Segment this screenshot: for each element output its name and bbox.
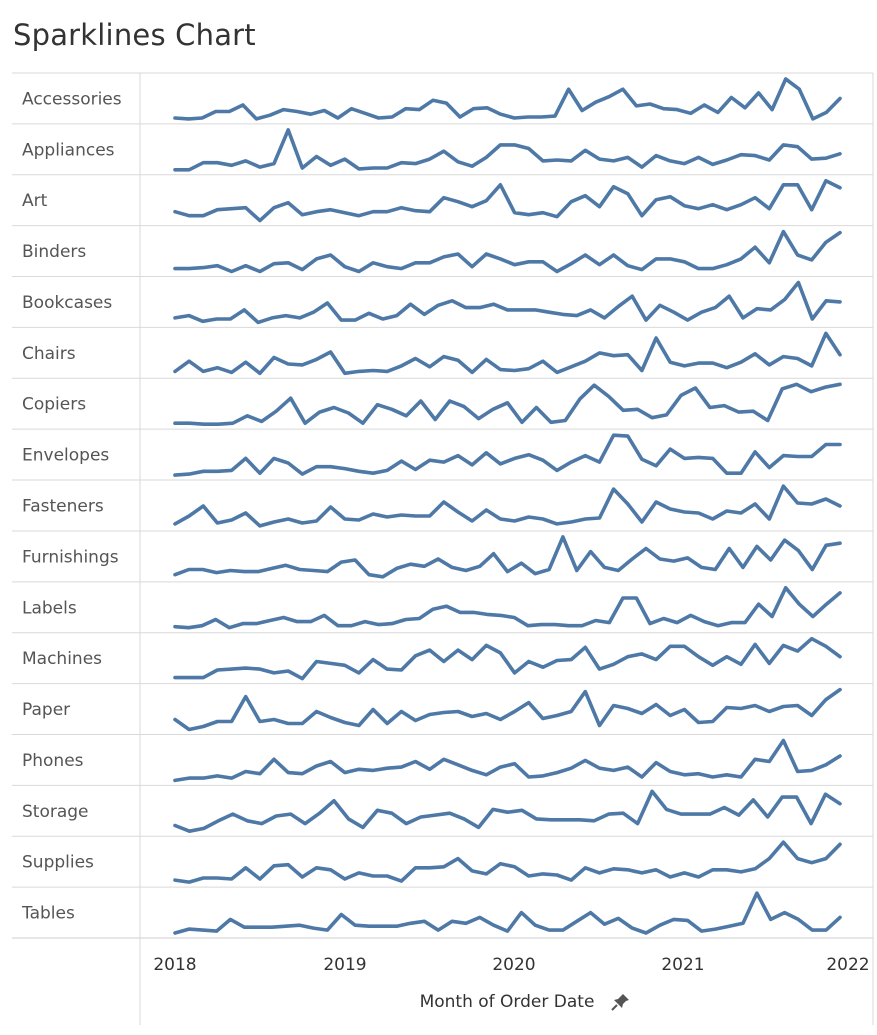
sparkline-envelopes[interactable]: [173, 433, 842, 477]
sparkline-accessories[interactable]: [173, 77, 842, 121]
pin-icon[interactable]: [611, 994, 629, 1011]
row-label: Bookcases: [22, 293, 112, 313]
row-dividers: [12, 72, 873, 888]
sparkline-tables[interactable]: [173, 891, 842, 935]
sparkline-machines[interactable]: [173, 636, 842, 681]
row-label: Envelopes: [22, 446, 109, 466]
sparkline-appliances[interactable]: [173, 128, 842, 172]
row-label: Furnishings: [22, 547, 119, 567]
row-label: Appliances: [22, 140, 115, 160]
sparkline-paper[interactable]: [173, 687, 842, 732]
x-tick-label: 2019: [323, 955, 366, 975]
x-tick-label: 2018: [153, 955, 196, 975]
sparklines: [173, 77, 842, 935]
row-label: Tables: [21, 904, 75, 924]
x-axis-ticks: 2018 2019 2020 2021 2022: [153, 955, 869, 975]
x-tick-label: 2020: [492, 955, 535, 975]
row-label: Art: [22, 191, 48, 211]
row-label: Binders: [22, 242, 86, 262]
x-axis-title: Month of Order Date: [420, 992, 595, 1012]
sparkline-copiers[interactable]: [173, 382, 842, 427]
x-tick-label: 2022: [826, 955, 869, 975]
row-label: Paper: [22, 700, 70, 720]
row-label: Phones: [22, 751, 84, 771]
row-label: Machines: [22, 649, 102, 669]
sparkline-furnishings[interactable]: [173, 535, 842, 579]
sparkline-supplies[interactable]: [173, 840, 842, 884]
chart-title: Sparklines Chart: [13, 18, 256, 52]
sparkline-storage[interactable]: [173, 789, 842, 834]
row-labels: Accessories Appliances Art Binders Bookcases…: [21, 89, 122, 923]
row-label: Accessories: [22, 89, 122, 109]
sparkline-art[interactable]: [173, 179, 842, 223]
row-label: Copiers: [22, 395, 86, 415]
x-tick-label: 2021: [661, 955, 704, 975]
row-label: Storage: [22, 802, 89, 822]
row-label: Chairs: [22, 344, 76, 364]
row-label: Labels: [22, 598, 77, 618]
sparkline-binders[interactable]: [173, 229, 842, 274]
sparkline-fasteners[interactable]: [173, 484, 842, 528]
row-label: Fasteners: [22, 497, 104, 517]
sparkline-chairs[interactable]: [173, 331, 842, 376]
sparkline-bookcases[interactable]: [173, 280, 842, 325]
sparkline-phones[interactable]: [173, 738, 842, 783]
sparkline-labels[interactable]: [173, 585, 842, 630]
row-label: Supplies: [22, 853, 94, 873]
